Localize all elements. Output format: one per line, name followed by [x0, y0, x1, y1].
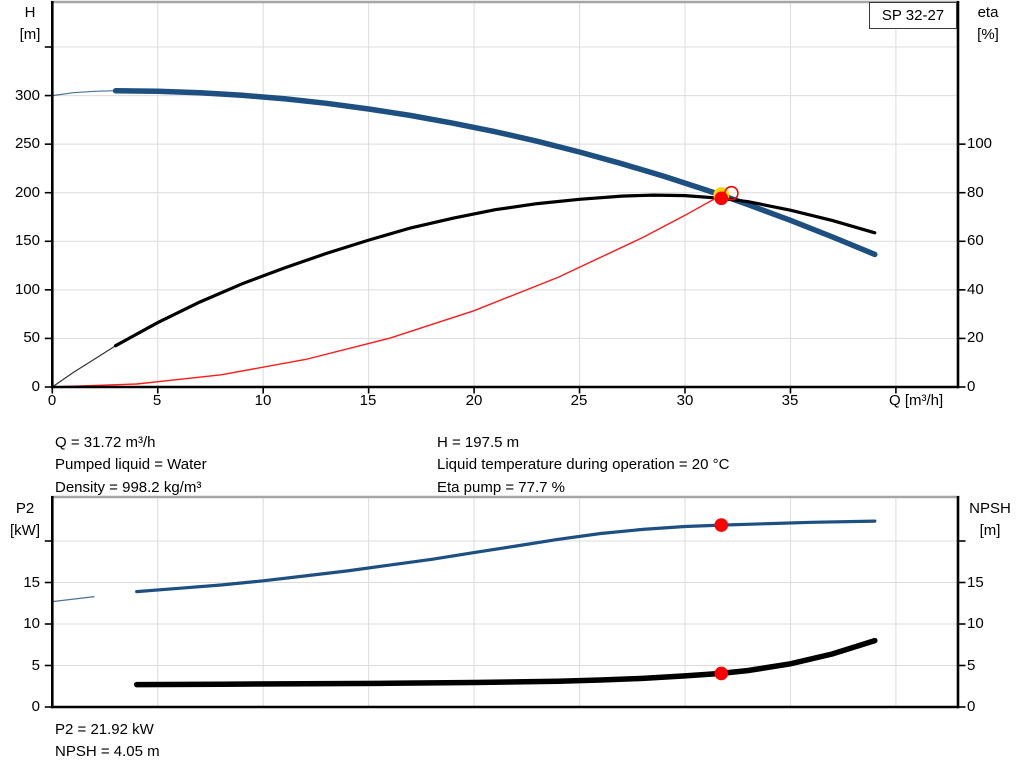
- duty-q-text: Q = 31.72 m³/h: [55, 434, 156, 451]
- hq-eta-chart: [44, 0, 966, 394]
- h-tick-200: 200: [14, 184, 40, 201]
- q-tick-20: 20: [465, 392, 483, 409]
- duty-p2-text: P2 = 21.92 kW: [55, 721, 154, 738]
- duty-info-bottom: P2 = 21.92 kW NPSH = 4.05 m: [55, 719, 160, 764]
- q-tick-0: 0: [47, 392, 57, 409]
- eta-curve-lead: [51, 345, 116, 388]
- h-tick-0: 0: [31, 378, 40, 395]
- pumped-liquid-text: Pumped liquid = Water: [55, 456, 207, 474]
- duty-point-p2: [714, 518, 729, 532]
- pump-model-label: SP 32-27: [881, 7, 945, 24]
- head-curve-lead: [52, 90, 116, 97]
- eta-axis-title-line2: [%]: [977, 26, 999, 43]
- eta-tick-80: 80: [967, 184, 984, 201]
- density-text: Density = 998.2 kg/m³: [55, 478, 202, 496]
- p2-axis-title: P2 [kW]: [2, 498, 48, 542]
- npsh-curve: [133, 637, 878, 688]
- h-axis-title-line2: [m]: [19, 26, 41, 43]
- npsh-axis-title: NPSH [m]: [962, 498, 1018, 542]
- p2-npsh-chart: [44, 495, 966, 709]
- q-tick-15: 15: [359, 392, 377, 409]
- q-tick-25: 25: [570, 392, 588, 409]
- p2-axis-title-line2: [kW]: [10, 522, 40, 539]
- npsh-tick-15: 15: [967, 574, 984, 591]
- eta-tick-0: 0: [967, 378, 976, 395]
- liquid-temp-text: Liquid temperature during operation = 20…: [437, 456, 730, 474]
- p2-tick-10: 10: [23, 615, 40, 632]
- npsh-axis-title-line1: NPSH: [969, 500, 1011, 517]
- pump-model-box: SP 32-27: [869, 2, 957, 29]
- eta-tick-40: 40: [967, 281, 984, 298]
- h-tick-300: 300: [14, 87, 40, 104]
- npsh-tick-0: 0: [967, 698, 976, 715]
- eta-pump-text: Eta pump = 77.7 %: [437, 478, 565, 496]
- duty-info-right: H = 197.5 m Liquid temperature during op…: [437, 432, 729, 499]
- h-axis-title: H [m]: [8, 2, 52, 46]
- duty-point-eta: [714, 191, 729, 206]
- q-tick-10: 10: [254, 392, 272, 409]
- npsh-axis-title-line2: [m]: [979, 522, 1001, 539]
- system-curve: [52, 194, 722, 388]
- p2-tick-15: 15: [23, 574, 40, 591]
- eta-axis-title: eta [%]: [965, 2, 1011, 46]
- h-tick-250: 250: [14, 135, 40, 152]
- q-tick-5: 5: [152, 392, 162, 409]
- p2-curve-lead: [52, 596, 95, 603]
- q-tick-30: 30: [676, 392, 694, 409]
- q-tick-35: 35: [781, 392, 799, 409]
- npsh-tick-10: 10: [967, 615, 984, 632]
- p2-curve: [135, 519, 877, 594]
- eta-axis-title-line1: eta: [977, 4, 999, 21]
- duty-h-text: H = 197.5 m: [437, 434, 520, 451]
- p2-axis-title-line1: P2: [15, 500, 35, 517]
- duty-npsh-text: NPSH = 4.05 m: [55, 743, 160, 761]
- head-curve: [112, 87, 878, 258]
- duty-info-left: Q = 31.72 m³/h Pumped liquid = Water Den…: [55, 432, 207, 499]
- h-tick-150: 150: [14, 232, 40, 249]
- q-axis-unit-label: Q [m³/h]: [889, 392, 944, 409]
- h-axis-title-line1: H: [24, 4, 36, 21]
- eta-tick-100: 100: [967, 135, 993, 152]
- eta-tick-20: 20: [967, 329, 984, 346]
- h-tick-100: 100: [14, 281, 40, 298]
- h-tick-50: 50: [23, 329, 40, 346]
- npsh-tick-5: 5: [967, 657, 976, 674]
- p2-tick-5: 5: [31, 657, 40, 674]
- p2-tick-0: 0: [31, 698, 40, 715]
- eta-curve: [114, 193, 877, 348]
- duty-point-npsh: [714, 666, 729, 681]
- eta-tick-60: 60: [967, 232, 984, 249]
